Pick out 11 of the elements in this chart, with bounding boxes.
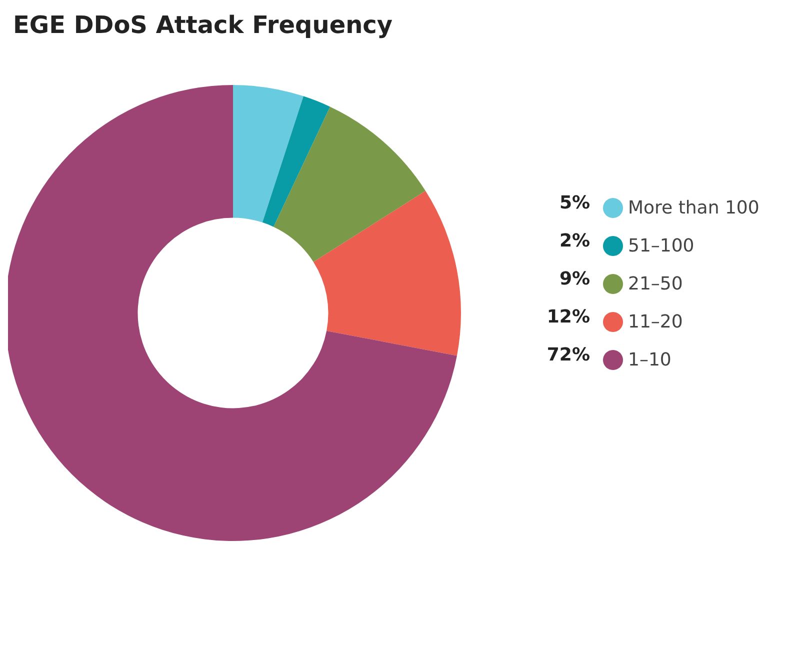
legend-label: 21–50 [628, 274, 683, 294]
data-label: 9% [559, 268, 590, 290]
legend-label: 51–100 [628, 236, 694, 256]
legend-label: More than 100 [628, 198, 760, 218]
data-label: 2% [559, 230, 590, 252]
data-label: 5% [559, 192, 590, 214]
legend-label: 1–10 [628, 350, 672, 370]
legend-label: 11–20 [628, 312, 683, 332]
data-label: 72% [546, 344, 590, 366]
chart-title: EGE DDoS Attack Frequency [13, 11, 393, 39]
data-label: 12% [546, 306, 590, 328]
